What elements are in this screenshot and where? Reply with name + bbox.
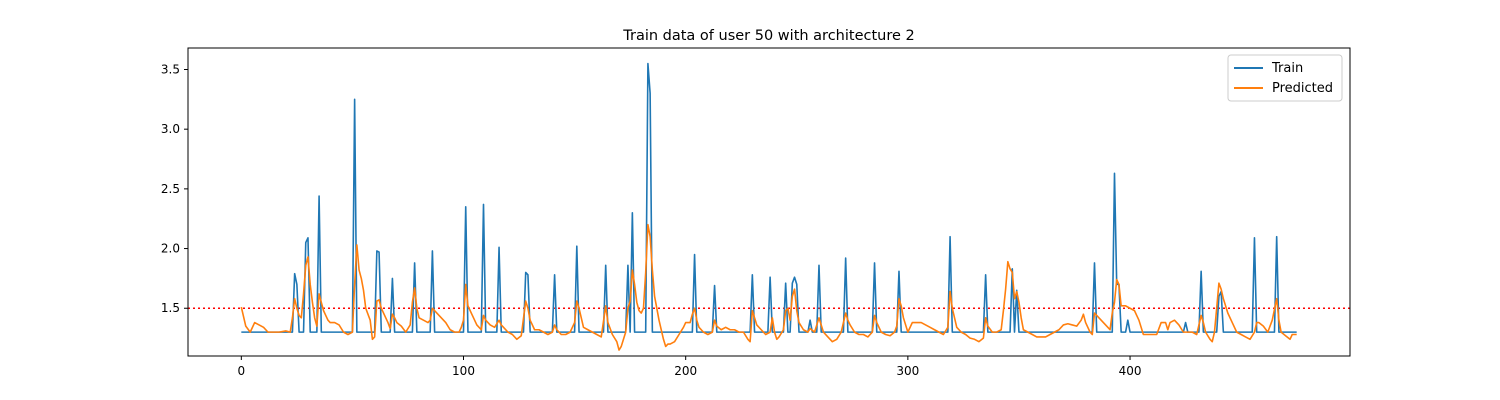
x-tick-label: 0 [238, 364, 246, 378]
y-tick-label: 2.0 [161, 242, 180, 256]
legend-label-train: Train [1271, 61, 1303, 76]
x-tick-label: 200 [674, 364, 697, 378]
chart-title: Train data of user 50 with architecture … [622, 28, 915, 44]
x-tick-label: 400 [1119, 364, 1142, 378]
x-axis: 0 100 200 300 400 [238, 356, 1142, 378]
series-layer [240, 62, 1297, 351]
y-tick-label: 3.5 [161, 62, 180, 76]
x-tick-label: 100 [452, 364, 475, 378]
legend-box [1227, 54, 1343, 102]
y-tick-label: 1.5 [161, 301, 180, 315]
series-line-predicted [240, 223, 1297, 351]
legend: Train Predicted [1227, 54, 1343, 102]
y-axis: 1.5 2.0 2.5 3.0 3.5 [161, 62, 188, 315]
plot-frame [187, 47, 1351, 357]
y-tick-label: 3.0 [161, 122, 180, 136]
y-tick-label: 2.5 [161, 182, 180, 196]
x-tick-label: 300 [896, 364, 919, 378]
legend-label-predicted: Predicted [1272, 81, 1333, 96]
series-line-train [241, 62, 1297, 333]
